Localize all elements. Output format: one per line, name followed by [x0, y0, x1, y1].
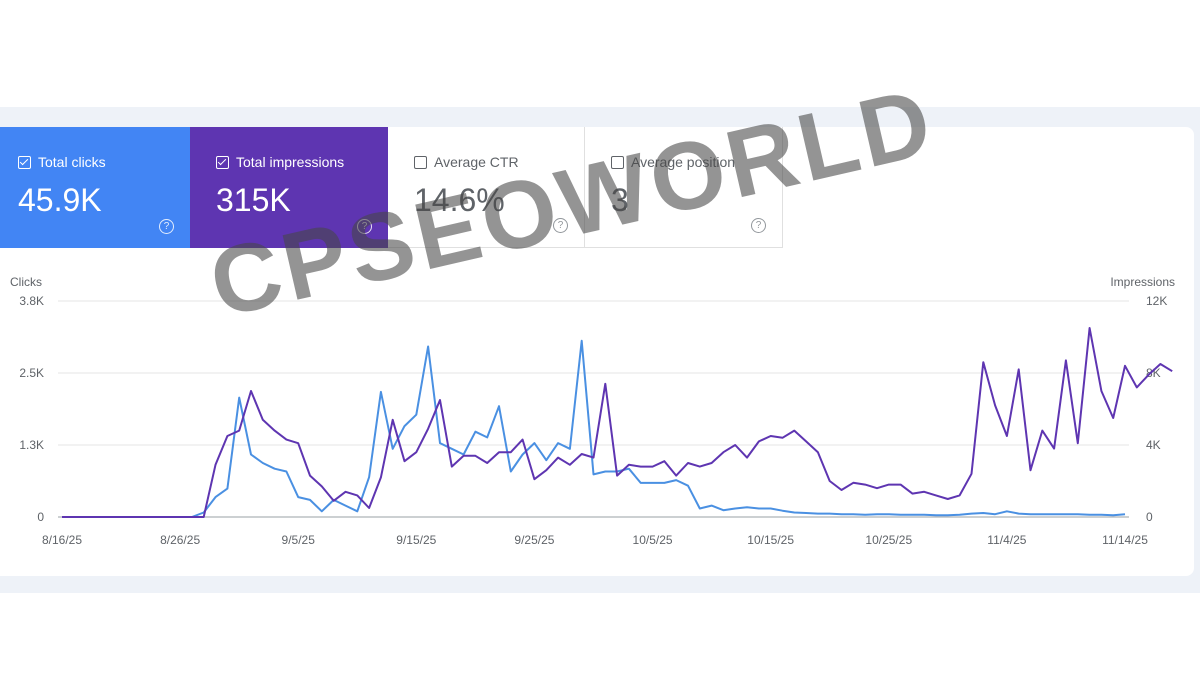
average-ctr-tile[interactable]: Average CTR 14.6% ? — [388, 127, 585, 248]
checkbox-checked-icon[interactable] — [18, 155, 31, 169]
x-tick-label: 9/15/25 — [396, 533, 436, 547]
x-tick-label: 10/15/25 — [747, 533, 794, 547]
average-ctr-value: 14.6% — [414, 182, 505, 218]
help-icon[interactable]: ? — [357, 219, 372, 234]
checkbox-checked-icon[interactable] — [216, 155, 229, 169]
help-icon[interactable]: ? — [159, 219, 174, 234]
y-right-tick-label: 0 — [1146, 510, 1153, 524]
total-impressions-tile[interactable]: Total impressions 315K ? — [190, 127, 388, 248]
average-ctr-label: Average CTR — [434, 154, 519, 170]
x-tick-label: 10/5/25 — [633, 533, 673, 547]
x-tick-label: 8/26/25 — [160, 533, 200, 547]
y-left-tick-label: 1.3K — [19, 438, 44, 452]
x-tick-label: 11/14/25 — [1102, 533, 1148, 547]
y-left-tick-label: 2.5K — [19, 366, 44, 380]
y-right-tick-label: 4K — [1146, 438, 1161, 452]
total-impressions-label: Total impressions — [236, 154, 345, 170]
impressions-series-line — [62, 327, 1173, 518]
average-position-value: 3 — [611, 182, 629, 218]
y-right-tick-label: 8K — [1146, 366, 1161, 380]
help-icon[interactable]: ? — [751, 218, 766, 233]
y-left-tick-label: 3.8K — [19, 294, 44, 308]
clicks-series-line — [62, 339, 1126, 518]
x-tick-label: 9/5/25 — [282, 533, 316, 547]
total-impressions-value: 315K — [216, 182, 291, 218]
x-tick-label: 9/25/25 — [514, 533, 554, 547]
average-position-label: Average position — [631, 154, 736, 170]
total-clicks-value: 45.9K — [18, 182, 102, 218]
x-tick-label: 8/16/25 — [42, 533, 82, 547]
total-clicks-label: Total clicks — [38, 154, 106, 170]
y-left-axis-title: Clicks — [10, 275, 42, 289]
x-tick-label: 11/4/25 — [987, 533, 1026, 547]
checkbox-unchecked-icon[interactable] — [414, 155, 427, 169]
average-position-tile[interactable]: Average position 3 ? — [585, 127, 783, 248]
y-left-tick-label: 0 — [37, 510, 44, 524]
y-right-axis-title: Impressions — [1110, 275, 1175, 289]
total-clicks-tile[interactable]: Total clicks 45.9K ? — [0, 127, 190, 248]
checkbox-unchecked-icon[interactable] — [611, 155, 624, 169]
y-right-tick-label: 12K — [1146, 294, 1167, 308]
x-tick-label: 10/25/25 — [865, 533, 912, 547]
help-icon[interactable]: ? — [553, 218, 568, 233]
